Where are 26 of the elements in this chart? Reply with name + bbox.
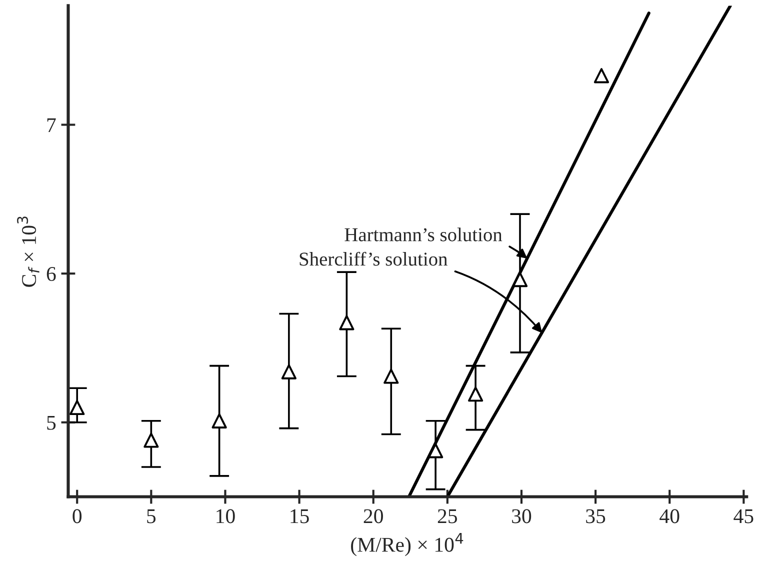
x-tick-label: 10 bbox=[216, 509, 235, 524]
point bbox=[212, 413, 227, 428]
y-tick-label: 6 bbox=[46, 266, 56, 281]
x-tick-label: 25 bbox=[438, 509, 458, 524]
point bbox=[468, 386, 484, 402]
point bbox=[594, 68, 610, 84]
x-tick-label: 20 bbox=[364, 509, 383, 524]
y-tick-label: 5 bbox=[47, 416, 56, 430]
x-tick-label: 30 bbox=[512, 509, 532, 524]
y-axis-title: C$_{f}$ × 10$^{3}$ bbox=[17, 216, 40, 287]
point bbox=[428, 443, 444, 458]
annotation: Hartmann’s solution bbox=[344, 228, 502, 242]
y-tick-label: 7 bbox=[47, 118, 56, 132]
x-tick-label: 35 bbox=[586, 509, 606, 524]
point bbox=[281, 364, 296, 380]
annotation: Shercliff’s solution bbox=[300, 252, 448, 266]
x-tick-label: 5 bbox=[147, 509, 156, 524]
x-axis-title: (M/Re) × 10$^{4}$ bbox=[351, 533, 464, 556]
x-tick-label: 45 bbox=[734, 509, 754, 524]
point bbox=[70, 400, 85, 416]
x-tick-label: 40 bbox=[660, 509, 680, 524]
x-tick-label: 15 bbox=[290, 509, 309, 524]
point bbox=[384, 368, 399, 384]
point bbox=[144, 432, 159, 448]
point bbox=[339, 315, 354, 330]
x-tick-label: 0 bbox=[72, 509, 82, 524]
